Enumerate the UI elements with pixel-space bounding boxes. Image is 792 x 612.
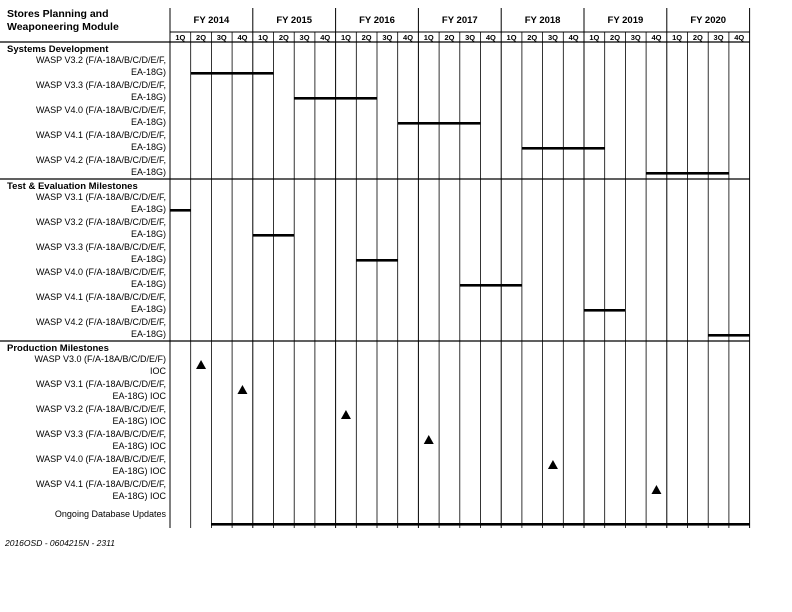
schedule-bar	[646, 172, 729, 175]
row-label: WASP V4.0 (F/A-18A/B/C/D/E/F,	[36, 454, 166, 464]
row-label: EA-18G)	[131, 204, 166, 214]
quarter-label: 1Q	[672, 33, 682, 42]
row-label: EA-18G)	[131, 117, 166, 127]
quarter-label: 1Q	[258, 33, 268, 42]
row-label: WASP V3.2 (F/A-18A/B/C/D/E/F,	[36, 217, 166, 227]
fiscal-year-label: FY 2017	[442, 15, 478, 26]
chart-title: Stores Planning and Weaponeering Module	[7, 8, 119, 33]
row-label: WASP V3.2 (F/A-18A/B/C/D/E/F,	[36, 404, 166, 414]
row-label: WASP V3.1 (F/A-18A/B/C/D/E/F,	[36, 379, 166, 389]
row-label: EA-18G)	[131, 304, 166, 314]
quarter-label: 3Q	[382, 33, 392, 42]
document-code: 2016OSD - 0604215N - 2311	[5, 538, 115, 548]
schedule-bar	[190, 72, 274, 75]
quarter-label: 3Q	[631, 33, 641, 42]
row-label: EA-18G) IOC	[112, 416, 166, 426]
quarter-label: 1Q	[175, 33, 185, 42]
quarter-label: 1Q	[341, 33, 351, 42]
quarter-label: 3Q	[300, 33, 310, 42]
quarter-label: 4Q	[651, 33, 661, 42]
schedule-bar	[356, 259, 398, 262]
quarter-label: 1Q	[424, 33, 434, 42]
row-label: EA-18G) IOC	[112, 466, 166, 476]
quarter-label: 2Q	[196, 33, 206, 42]
row-label: EA-18G)	[131, 329, 166, 339]
row-label: EA-18G)	[131, 229, 166, 239]
schedule-bar	[459, 284, 522, 287]
quarter-label: 3Q	[465, 33, 475, 42]
row-label: WASP V4.1 (F/A-18A/B/C/D/E/F,	[36, 292, 166, 302]
fiscal-year-label: FY 2018	[525, 15, 561, 26]
row-label: WASP V4.0 (F/A-18A/B/C/D/E/F,	[36, 105, 166, 115]
quarter-label: 2Q	[693, 33, 703, 42]
quarter-label: 2Q	[279, 33, 289, 42]
row-label: WASP V4.1 (F/A-18A/B/C/D/E/F,	[36, 479, 166, 489]
row-label: Ongoing Database Updates	[55, 509, 167, 519]
milestone-triangle	[196, 360, 207, 369]
milestone-triangle	[340, 410, 351, 419]
fiscal-year-label: FY 2014	[194, 15, 230, 26]
row-label: WASP V4.1 (F/A-18A/B/C/D/E/F,	[36, 130, 166, 140]
quarter-label: 4Q	[403, 33, 413, 42]
row-label: WASP V3.3 (F/A-18A/B/C/D/E/F,	[36, 80, 166, 90]
row-label: WASP V4.0 (F/A-18A/B/C/D/E/F,	[36, 267, 166, 277]
fiscal-year-label: FY 2015	[276, 15, 312, 26]
row-label: EA-18G)	[131, 254, 166, 264]
schedule-bar	[708, 334, 750, 337]
quarter-label: 4Q	[237, 33, 247, 42]
row-label: EA-18G)	[131, 279, 166, 289]
row-label: EA-18G) IOC	[112, 391, 166, 401]
quarter-label: 1Q	[507, 33, 517, 42]
milestone-triangle	[423, 435, 434, 444]
fiscal-year-label: FY 2019	[608, 15, 644, 26]
row-label: EA-18G)	[131, 167, 166, 177]
row-label: EA-18G)	[131, 92, 166, 102]
quarter-label: 4Q	[486, 33, 496, 42]
quarter-label: 1Q	[589, 33, 599, 42]
quarter-label: 3Q	[548, 33, 558, 42]
schedule-bar	[170, 209, 191, 212]
quarter-label: 2Q	[444, 33, 454, 42]
schedule-bar	[584, 309, 626, 312]
row-label: WASP V4.2 (F/A-18A/B/C/D/E/F,	[36, 155, 166, 165]
quarter-label: 2Q	[610, 33, 620, 42]
schedule-bar	[211, 523, 750, 526]
row-label: WASP V3.3 (F/A-18A/B/C/D/E/F,	[36, 242, 166, 252]
quarter-label: 2Q	[362, 33, 372, 42]
quarter-label: 4Q	[320, 33, 330, 42]
milestone-triangle	[237, 385, 248, 394]
schedule-bar	[294, 97, 377, 100]
fiscal-year-label: FY 2020	[690, 15, 726, 26]
row-label: WASP V3.0 (F/A-18A/B/C/D/E/F)	[34, 354, 166, 364]
section-title: Test & Evaluation Milestones	[7, 181, 138, 192]
fiscal-year-label: FY 2016	[359, 15, 395, 26]
schedule-bar	[397, 122, 481, 125]
row-label: EA-18G) IOC	[112, 491, 166, 501]
quarter-label: 3Q	[714, 33, 724, 42]
section-title: Production Milestones	[7, 343, 109, 354]
row-label: WASP V3.3 (F/A-18A/B/C/D/E/F,	[36, 429, 166, 439]
row-label: WASP V4.2 (F/A-18A/B/C/D/E/F,	[36, 317, 166, 327]
quarter-label: 4Q	[569, 33, 579, 42]
section-title: Systems Development	[7, 44, 109, 55]
quarter-label: 3Q	[217, 33, 227, 42]
row-label: EA-18G)	[131, 142, 166, 152]
row-label: EA-18G)	[131, 67, 166, 77]
row-label: WASP V3.1 (F/A-18A/B/C/D/E/F,	[36, 192, 166, 202]
quarter-label: 4Q	[734, 33, 744, 42]
row-label: WASP V3.2 (F/A-18A/B/C/D/E/F,	[36, 55, 166, 65]
schedule-bar	[521, 147, 605, 150]
milestone-triangle	[651, 485, 662, 494]
schedule-bar	[252, 234, 295, 237]
milestone-triangle	[547, 460, 558, 469]
quarter-label: 2Q	[527, 33, 537, 42]
row-label: EA-18G) IOC	[112, 441, 166, 451]
row-label: IOC	[150, 366, 167, 376]
